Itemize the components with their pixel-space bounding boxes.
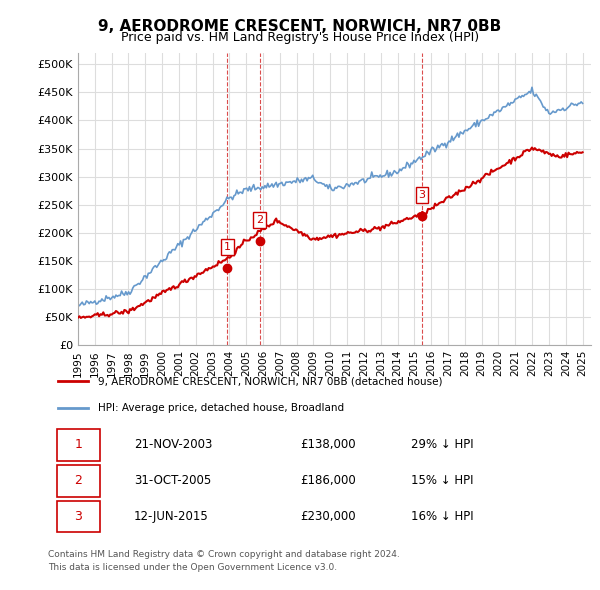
Text: £186,000: £186,000 bbox=[300, 474, 356, 487]
Text: 2: 2 bbox=[256, 215, 263, 225]
Text: 12-JUN-2015: 12-JUN-2015 bbox=[134, 510, 208, 523]
Text: 15% ↓ HPI: 15% ↓ HPI bbox=[411, 474, 473, 487]
Text: 21-NOV-2003: 21-NOV-2003 bbox=[134, 438, 212, 451]
Text: 1: 1 bbox=[74, 438, 82, 451]
Text: 31-OCT-2005: 31-OCT-2005 bbox=[134, 474, 211, 487]
Text: This data is licensed under the Open Government Licence v3.0.: This data is licensed under the Open Gov… bbox=[48, 563, 337, 572]
Text: Contains HM Land Registry data © Crown copyright and database right 2024.: Contains HM Land Registry data © Crown c… bbox=[48, 550, 400, 559]
Text: Price paid vs. HM Land Registry's House Price Index (HPI): Price paid vs. HM Land Registry's House … bbox=[121, 31, 479, 44]
Text: 29% ↓ HPI: 29% ↓ HPI bbox=[411, 438, 473, 451]
Text: 3: 3 bbox=[419, 190, 425, 200]
Text: 3: 3 bbox=[74, 510, 82, 523]
Text: 9, AERODROME CRESCENT, NORWICH, NR7 0BB (detached house): 9, AERODROME CRESCENT, NORWICH, NR7 0BB … bbox=[98, 376, 443, 386]
Text: £138,000: £138,000 bbox=[300, 438, 356, 451]
Text: 1: 1 bbox=[224, 242, 231, 252]
Text: 2: 2 bbox=[74, 474, 82, 487]
Text: £230,000: £230,000 bbox=[300, 510, 356, 523]
Text: HPI: Average price, detached house, Broadland: HPI: Average price, detached house, Broa… bbox=[98, 403, 344, 413]
Text: 16% ↓ HPI: 16% ↓ HPI bbox=[411, 510, 473, 523]
FancyBboxPatch shape bbox=[57, 430, 100, 461]
FancyBboxPatch shape bbox=[57, 465, 100, 497]
FancyBboxPatch shape bbox=[57, 501, 100, 532]
Text: 9, AERODROME CRESCENT, NORWICH, NR7 0BB: 9, AERODROME CRESCENT, NORWICH, NR7 0BB bbox=[98, 19, 502, 34]
